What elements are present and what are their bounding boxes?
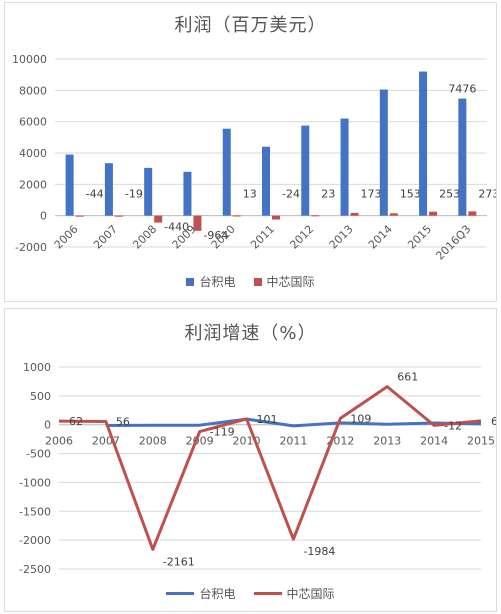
- legend-swatch-tsmc: [186, 277, 195, 286]
- x-tick-label: 2009: [186, 435, 214, 448]
- x-tick-label: 2016Q3: [433, 223, 473, 263]
- bar-tsmc: [340, 118, 349, 216]
- y-tick-label: 6000: [19, 116, 47, 129]
- growth-chart-panel: 利润增速（%） -2500 -2000 -1500 -1000 -500 0 500 1000…: [4, 308, 497, 612]
- data-label-smic: -964: [203, 229, 228, 242]
- data-label-smic: 66: [491, 415, 496, 428]
- bar-tsmc: [419, 71, 428, 216]
- bar-tsmc: [222, 128, 231, 216]
- legend-item-tsmc: 台积电: [186, 273, 236, 290]
- y-tick-label: 500: [30, 390, 51, 403]
- growth-chart-legend: 台积电 中芯国际: [5, 585, 496, 602]
- series-line-smic: [58, 385, 482, 551]
- y-tick-label: 10000: [12, 53, 47, 66]
- y-tick-label: -2000: [19, 534, 51, 547]
- profit-bar-chart: -20000200040006000800010000-442006-19200…: [12, 53, 496, 263]
- y-tick-label: -1500: [19, 505, 51, 518]
- profit-chart-legend: 台积电 中芯国际: [5, 273, 496, 290]
- y-tick-label: -1000: [19, 476, 51, 489]
- profit-chart-title: 利润（百万美元）: [174, 15, 327, 36]
- data-label-smic: -19: [125, 188, 143, 201]
- bar-tsmc: [183, 171, 192, 216]
- data-label-smic: -247: [282, 188, 307, 201]
- bar-tsmc: [458, 98, 467, 216]
- data-label-smic: -1984: [303, 545, 335, 558]
- growth-chart-title: 利润增速（%）: [184, 323, 317, 344]
- bar-smic: [114, 215, 123, 217]
- bar-tsmc: [301, 125, 310, 216]
- bar-smic: [272, 215, 280, 220]
- y-tick-label: 8000: [19, 84, 47, 97]
- y-tick-label: -500: [26, 448, 51, 461]
- bar-smic: [389, 213, 398, 216]
- legend-label-smic: 中芯国际: [266, 275, 315, 289]
- data-label-smic: 273: [478, 188, 496, 201]
- x-tick-label: 2008: [139, 435, 167, 448]
- profit-chart-panel: 利润（百万美元） -2000 0 2000 4000 6000 8000 10000 -44 2…: [4, 2, 497, 302]
- legend-swatch-smic: [253, 277, 262, 286]
- bar-smic: [311, 215, 320, 217]
- data-label-smic: 661: [397, 371, 418, 384]
- bar-smic: [350, 212, 359, 216]
- y-tick-label: 0: [40, 210, 47, 223]
- y-tick-label: -2000: [15, 241, 47, 254]
- bar-tsmc: [65, 154, 74, 216]
- data-label-smic: 153: [400, 188, 421, 201]
- x-tick-label: 2013: [373, 435, 401, 448]
- legend-label-tsmc-growth: 台积电: [199, 587, 236, 601]
- y-tick-label: 0: [44, 419, 51, 432]
- data-label-smic: 109: [350, 412, 371, 425]
- legend-item-tsmc-growth: 台积电: [166, 585, 236, 602]
- data-label-smic: -44: [86, 188, 104, 201]
- legend-item-smic: 中芯国际: [253, 273, 315, 290]
- bar-tsmc: [379, 89, 388, 216]
- bar-smic: [468, 211, 477, 216]
- x-tick-label: 2015: [467, 435, 495, 448]
- bar-smic: [75, 215, 84, 217]
- legend-label-smic-growth: 中芯国际: [286, 587, 335, 601]
- bar-tsmc: [104, 163, 113, 216]
- data-label-smic: 101: [257, 413, 278, 426]
- y-tick-label: 4000: [19, 147, 47, 160]
- y-tick-label: -2500: [19, 563, 51, 576]
- bar-smic: [154, 215, 163, 223]
- data-label-smic: -12: [444, 419, 462, 432]
- data-label-smic: 13: [243, 188, 257, 201]
- bar-tsmc: [262, 146, 270, 216]
- legend-swatch-tsmc-growth: [166, 592, 195, 595]
- bar-smic: [232, 215, 241, 217]
- legend-item-smic-growth: 中芯国际: [253, 585, 335, 602]
- data-label-tsmc: 7476: [448, 83, 476, 96]
- x-tick-label: 2014: [420, 435, 448, 448]
- legend-swatch-smic-growth: [253, 592, 282, 595]
- bar-smic: [193, 215, 202, 231]
- y-tick-label: 2000: [19, 178, 47, 191]
- data-label-smic: -2161: [163, 555, 195, 568]
- series-line-tsmc: [105, 417, 482, 428]
- data-label-smic: 253: [439, 188, 460, 201]
- bar-smic: [429, 211, 438, 216]
- x-tick-label: 2011: [279, 435, 307, 448]
- data-label-smic: -119: [210, 426, 235, 439]
- data-label-smic: 56: [116, 415, 130, 428]
- legend-label-tsmc: 台积电: [199, 275, 236, 289]
- x-tick-label: 2006: [45, 435, 73, 448]
- data-label-smic: 62: [69, 415, 83, 428]
- bar-tsmc: [144, 167, 153, 216]
- data-label-smic: 23: [321, 188, 335, 201]
- data-label-smic: 173: [361, 188, 382, 201]
- y-tick-label: 1000: [23, 361, 51, 374]
- data-label-smic: -440: [164, 221, 189, 234]
